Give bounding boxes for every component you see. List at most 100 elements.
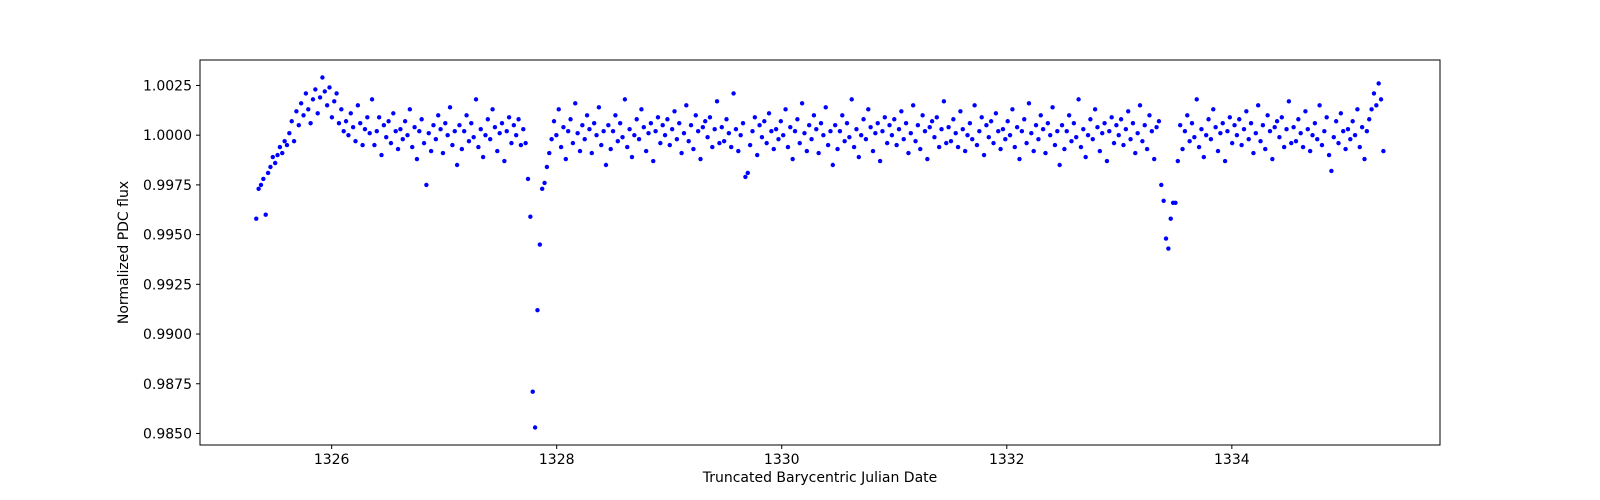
data-point (511, 123, 517, 128)
data-point (1218, 130, 1223, 136)
data-point (261, 176, 266, 182)
data-point (1161, 198, 1166, 203)
data-point (454, 162, 460, 168)
data-point (847, 134, 852, 140)
data-point (882, 115, 888, 120)
data-point (920, 113, 925, 118)
data-point (599, 142, 604, 148)
data-point (903, 121, 909, 126)
data-point (495, 148, 500, 154)
data-point (1007, 132, 1013, 138)
data-point (1251, 150, 1256, 156)
data-point (518, 142, 524, 148)
data-point (563, 156, 569, 162)
data-point (374, 128, 379, 134)
data-point (977, 128, 982, 134)
data-point (275, 152, 280, 158)
data-point (1359, 125, 1365, 130)
data-point (1071, 121, 1077, 126)
x-tick-label: 1330 (764, 452, 800, 468)
data-point (1187, 138, 1192, 144)
data-point (894, 142, 899, 148)
data-point (1022, 117, 1027, 122)
data-point (877, 158, 883, 164)
data-point (747, 142, 753, 148)
data-point (769, 128, 774, 134)
data-point (752, 115, 758, 120)
data-point (1066, 113, 1072, 118)
data-point (419, 117, 424, 122)
data-point (1381, 148, 1386, 154)
data-point (1100, 130, 1105, 136)
data-point (466, 138, 472, 144)
data-point (1232, 123, 1237, 128)
data-point (506, 115, 512, 120)
data-point (608, 146, 613, 152)
data-point (384, 134, 389, 140)
data-point (568, 117, 573, 122)
data-point (915, 123, 921, 128)
data-point (1310, 132, 1315, 138)
data-point (355, 103, 361, 108)
y-tick-label: 1.0000 (143, 128, 192, 144)
data-point (1265, 113, 1270, 118)
data-point (1355, 107, 1360, 112)
data-point (570, 140, 576, 146)
data-point (336, 121, 342, 126)
data-point (551, 119, 557, 124)
data-point (280, 150, 285, 156)
data-point (332, 99, 337, 104)
data-point (941, 99, 947, 104)
data-point (360, 142, 365, 148)
data-point (398, 127, 403, 132)
data-point (1088, 117, 1093, 122)
data-point (932, 134, 937, 140)
data-point (1166, 246, 1171, 251)
data-point (1147, 113, 1152, 118)
data-point (1237, 117, 1242, 122)
data-point (1140, 138, 1145, 144)
data-point (927, 125, 932, 130)
data-point (1241, 127, 1247, 132)
data-point (1277, 134, 1282, 140)
data-point (710, 144, 715, 150)
data-point (547, 150, 552, 156)
y-axis-label: Normalized PDC flux (116, 181, 132, 324)
data-point (970, 136, 975, 142)
data-point (509, 140, 514, 146)
data-point (1206, 117, 1211, 122)
data-point (523, 140, 528, 146)
y-axis-ticks: 0.9850 0.9875 0.9900 0.9925 0.9950 0.9975 1.00… (143, 78, 200, 442)
data-point (901, 136, 906, 142)
data-point (350, 125, 356, 130)
data-point (303, 91, 309, 96)
data-point (485, 117, 491, 122)
data-point (1189, 121, 1195, 126)
data-point (1048, 132, 1053, 138)
data-point (490, 107, 495, 112)
x-tick-label: 1334 (1214, 452, 1250, 468)
data-point (991, 140, 996, 146)
data-point (478, 127, 483, 132)
data-point (1326, 152, 1332, 158)
data-point (1331, 134, 1336, 140)
data-point (341, 128, 346, 134)
data-point (1074, 134, 1079, 140)
data-point (1329, 168, 1334, 174)
data-point (804, 148, 810, 154)
data-point (464, 113, 469, 118)
x-axis-ticks: 1326 1328 1330 1332 1334 (314, 445, 1250, 468)
data-point (887, 123, 892, 128)
data-point (277, 144, 283, 150)
data-point (348, 111, 353, 116)
data-point (554, 132, 559, 138)
data-point (426, 130, 431, 136)
data-point (816, 150, 821, 156)
data-point (944, 140, 949, 146)
data-point (1050, 105, 1055, 110)
data-point (688, 123, 694, 128)
data-point (287, 130, 292, 136)
data-point (443, 121, 448, 126)
data-point (1350, 119, 1355, 124)
data-point (575, 130, 580, 136)
